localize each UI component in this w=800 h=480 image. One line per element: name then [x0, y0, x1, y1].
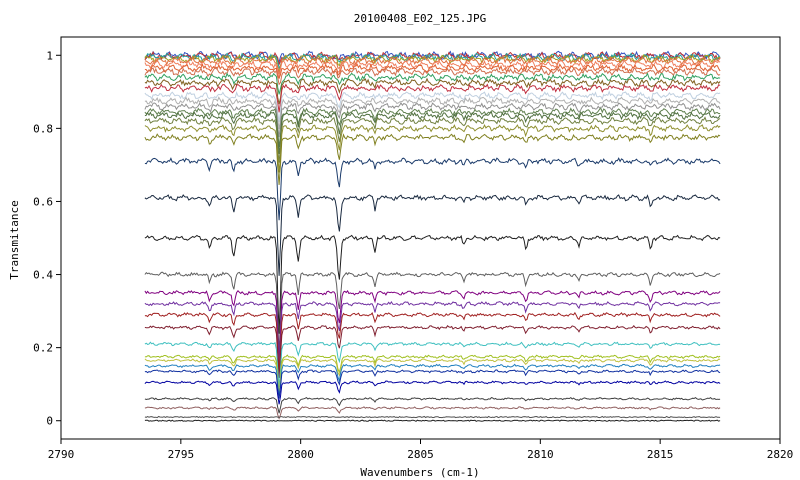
series-line [144, 157, 721, 221]
series-line [144, 110, 721, 155]
series-line [144, 354, 721, 395]
y-tick-label: 0 [46, 415, 53, 428]
series-line [144, 116, 721, 163]
series-line [144, 133, 721, 185]
series-line [144, 419, 721, 422]
series-line [144, 406, 721, 420]
y-tick-label: 0.8 [33, 122, 53, 135]
series-line [144, 380, 721, 405]
series-line [144, 363, 721, 397]
x-tick-label: 2795 [168, 448, 195, 461]
series-line [144, 415, 721, 419]
series-line [144, 369, 721, 399]
x-tick-label: 2815 [647, 448, 674, 461]
y-tick-label: 1 [46, 49, 53, 62]
series-line [144, 325, 721, 379]
chart-title: 20100408_E02_125.JPG [354, 12, 486, 25]
y-tick-label: 0.2 [33, 342, 53, 355]
series-line [144, 72, 721, 95]
series-line [144, 358, 721, 394]
x-tick-label: 2790 [48, 448, 75, 461]
series-line [144, 123, 721, 173]
series-line [144, 290, 721, 362]
series-line [144, 63, 721, 80]
series-line [144, 59, 721, 79]
series-line [144, 66, 721, 86]
series-line [144, 96, 721, 129]
series-line [144, 271, 721, 353]
series-line [144, 300, 721, 367]
x-axis: 2790 2795 2800 2805 2810 2815 2820 [48, 439, 794, 461]
y-tick-label: 0.6 [33, 195, 53, 208]
series-line [144, 102, 721, 138]
x-tick-label: 2800 [287, 448, 314, 461]
x-tick-label: 2805 [407, 448, 434, 461]
x-tick-label: 2810 [527, 448, 554, 461]
y-axis: 0 0.2 0.4 0.6 0.8 1 [33, 49, 61, 428]
series-line [144, 311, 721, 372]
x-tick-label: 2820 [767, 448, 794, 461]
x-axis-label: Wavenumbers (cm-1) [360, 466, 479, 479]
series-line [144, 234, 721, 334]
series-group [144, 50, 721, 422]
y-tick-label: 0.4 [33, 269, 53, 282]
series-line [144, 90, 721, 122]
series-line [144, 396, 721, 414]
y-axis-label: Transmitance [8, 200, 21, 279]
series-line [144, 83, 721, 113]
series-line [144, 341, 721, 388]
series-line [144, 194, 721, 276]
